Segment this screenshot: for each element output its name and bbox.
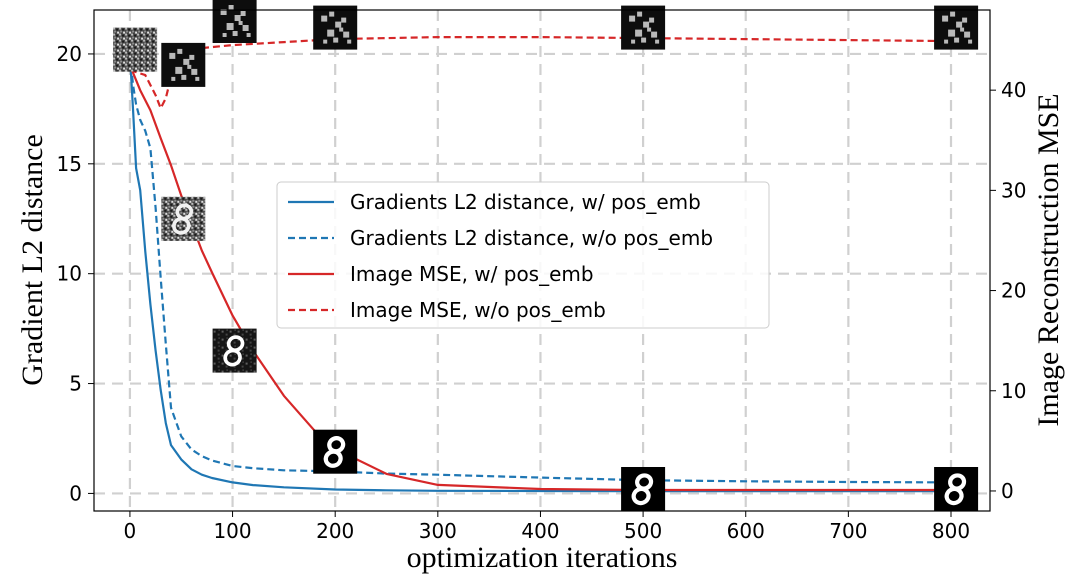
- x-tick-label: 300: [419, 519, 457, 543]
- plot-frame: [93, 9, 991, 512]
- legend-label-2: Image MSE, w/ pos_emb: [350, 262, 594, 286]
- y-axis-left-title: Gradient L2 distance: [16, 134, 49, 386]
- x-tick-label: 500: [624, 519, 662, 543]
- legend-label-3: Image MSE, w/o pos_emb: [350, 298, 606, 322]
- reconstruction-thumbnail: [934, 5, 979, 50]
- series-line-1: [128, 53, 952, 484]
- reconstruction-thumbnail: [934, 467, 979, 511]
- x-tick-label: 200: [316, 519, 354, 543]
- legend-label-1: Gradients L2 distance, w/o pos_emb: [350, 226, 713, 250]
- legend-label-0: Gradients L2 distance, w/ pos_emb: [350, 190, 701, 214]
- y-left-tick-label: 10: [57, 262, 82, 286]
- x-axis-title: optimization iterations: [407, 541, 678, 574]
- x-tick-label: 0: [124, 519, 137, 543]
- y-right-tick-label: 10: [1001, 379, 1026, 403]
- grid: [94, 10, 990, 511]
- series-line-3: [129, 35, 952, 110]
- reconstruction-thumbnail: [313, 5, 358, 50]
- x-tick-label: 600: [727, 519, 765, 543]
- thumbnail-layer: [113, 0, 979, 511]
- reconstruction-thumbnail: [212, 328, 257, 373]
- y-right-tick-label: 40: [1001, 78, 1026, 102]
- y-left-tick-label: 15: [57, 152, 82, 176]
- tick-layer: 0 100 200 300 400 500 600 700 800051015200102030…: [57, 42, 1027, 543]
- x-tick-label: 800: [932, 519, 970, 543]
- reconstruction-thumbnail: [161, 42, 206, 87]
- y-left-tick-label: 0: [69, 481, 82, 505]
- x-tick-label: 700: [829, 519, 867, 543]
- x-tick-label: 100: [213, 519, 251, 543]
- reconstruction-thumbnail: [313, 429, 358, 474]
- y-left-tick-label: 5: [69, 372, 82, 396]
- y-right-tick-label: 20: [1001, 279, 1026, 303]
- y-left-tick-label: 20: [57, 42, 82, 66]
- reconstruction-thumbnail: [621, 5, 666, 50]
- reconstruction-thumbnail: [113, 27, 158, 72]
- y-right-tick-label: 0: [1001, 479, 1014, 503]
- y-axis-right-title: Image Reconstruction MSE: [1032, 93, 1065, 426]
- reconstruction-thumbnail: [212, 0, 257, 43]
- legend-box: [276, 181, 770, 329]
- y-right-tick-label: 30: [1001, 178, 1026, 202]
- reconstruction-thumbnail: [161, 196, 206, 241]
- series-line-0: [128, 53, 951, 493]
- legend: Gradients L2 distance, w/ pos_emb Gradien…: [276, 181, 770, 329]
- x-tick-label: 400: [521, 519, 559, 543]
- reconstruction-thumbnail: [621, 467, 666, 511]
